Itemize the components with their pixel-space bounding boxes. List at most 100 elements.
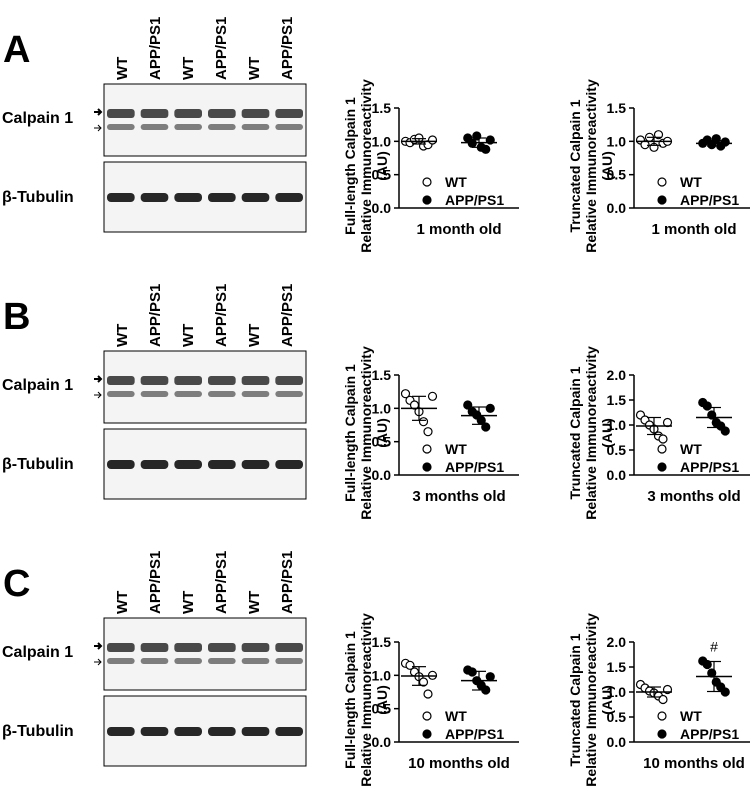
calpain-full-band	[107, 643, 135, 652]
tubulin-band	[107, 460, 135, 469]
arrow-icon	[94, 391, 102, 399]
arrow-icon	[94, 108, 103, 116]
calpain-full-band	[241, 109, 270, 118]
data-point	[423, 689, 433, 699]
tubulin-label: β-Tubulin	[2, 189, 74, 206]
y-axis-label: (AU)	[599, 151, 615, 181]
y-axis-label: Truncated Calpain 1	[567, 99, 583, 232]
arrow-icon	[94, 642, 103, 650]
age-label: 10 months old	[643, 755, 745, 772]
y-axis-label: Relative Immunoreactivity	[583, 613, 599, 787]
y-tick-label: 1.0	[607, 417, 627, 433]
y-axis-label: Relative Immunoreactivity	[358, 346, 374, 520]
arrow-icon	[94, 658, 102, 666]
age-label: 3 months old	[647, 488, 740, 505]
lane-label: WT	[246, 57, 263, 80]
y-tick-label: 1.5	[372, 367, 392, 383]
y-tick-label: 1.0	[372, 400, 392, 416]
panel-c-figure: C WT APP/PS1 WT APP/PS1 WT APP/PS1 Calpain 1 β-T…	[2, 551, 750, 787]
y-axis-label: Relative Immunoreactivity	[583, 79, 599, 253]
calpain-full-band	[208, 109, 236, 118]
legend-app-label: APP/PS1	[680, 726, 739, 742]
y-axis-label: Relative Immunoreactivity	[583, 346, 599, 520]
legend-wt-marker	[657, 711, 667, 721]
tubulin-band	[174, 727, 202, 736]
calpain-blot	[103, 350, 307, 424]
data-point	[418, 417, 429, 427]
calpain-truncated-band	[275, 391, 303, 397]
y-tick-label: 0.0	[372, 200, 392, 216]
y-tick-label: 0.5	[607, 167, 627, 183]
tubulin-band	[275, 727, 303, 736]
tubulin-band	[208, 193, 236, 202]
lane-label: APP/PS1	[279, 284, 296, 347]
data-point	[427, 391, 438, 401]
panel-letter: B	[3, 296, 30, 338]
legend-wt-marker	[657, 444, 667, 454]
tubulin-band	[140, 727, 169, 736]
y-axis-label: (AU)	[599, 685, 615, 715]
legend-app-marker	[422, 729, 432, 739]
age-label: 10 months old	[408, 755, 510, 772]
age-label: 1 month old	[417, 221, 502, 238]
tubulin-band	[275, 193, 303, 202]
y-tick-label: 1.5	[372, 634, 392, 650]
legend-app-marker	[422, 462, 432, 472]
legend-wt-label: WT	[680, 174, 702, 190]
calpain-truncated-band	[174, 391, 202, 397]
lane-label: APP/PS1	[279, 551, 296, 614]
tubulin-band	[275, 460, 303, 469]
lane-label: WT	[180, 591, 197, 614]
tubulin-band	[107, 727, 135, 736]
y-tick-label: 1.0	[607, 133, 627, 149]
y-tick-label: 0.0	[372, 467, 392, 483]
tubulin-band	[241, 727, 270, 736]
calpain-full-band	[140, 643, 169, 652]
legend-wt-label: WT	[680, 441, 702, 457]
y-tick-label: 0.5	[607, 709, 627, 725]
lane-label: APP/PS1	[147, 17, 164, 80]
y-tick-label: 2.0	[607, 634, 627, 650]
lane-label: WT	[114, 591, 131, 614]
arrow-icon	[94, 124, 102, 132]
lane-label: APP/PS1	[279, 17, 296, 80]
tubulin-band	[140, 460, 169, 469]
y-axis-label: (AU)	[374, 418, 390, 448]
y-tick-label: 1.0	[372, 667, 392, 683]
calpain-blot	[103, 617, 307, 691]
arrow-icon	[94, 375, 103, 383]
legend-app-marker	[657, 195, 667, 205]
data-point	[400, 389, 411, 399]
legend-wt-marker	[422, 711, 432, 721]
y-axis-label: Truncated Calpain 1	[567, 633, 583, 766]
y-axis-label: Relative Immunoreactivity	[358, 79, 374, 253]
y-tick-label: 1.5	[607, 392, 627, 408]
lane-label: APP/PS1	[213, 17, 230, 80]
data-point	[720, 687, 730, 697]
tubulin-band	[140, 193, 169, 202]
legend-app-label: APP/PS1	[445, 459, 504, 475]
lane-label: WT	[180, 57, 197, 80]
legend-wt-marker	[657, 177, 667, 187]
calpain-truncated-band	[107, 658, 135, 664]
data-point	[720, 426, 730, 436]
calpain-full-band	[174, 376, 202, 385]
legend-wt-marker	[422, 177, 432, 187]
calpain-full-band	[275, 376, 303, 385]
legend-app-label: APP/PS1	[680, 192, 739, 208]
tubulin-blot	[103, 428, 307, 500]
legend-app-marker	[422, 195, 432, 205]
calpain-label: Calpain 1	[2, 377, 73, 394]
y-axis-label: Full-length Calpain 1	[342, 364, 358, 502]
calpain-truncated-band	[275, 658, 303, 664]
calpain-full-band	[241, 376, 270, 385]
tubulin-blot	[103, 695, 307, 767]
calpain-label: Calpain 1	[2, 110, 73, 127]
lane-label: APP/PS1	[213, 284, 230, 347]
calpain-truncated-band	[140, 658, 169, 664]
calpain-truncated-band	[140, 124, 169, 130]
lane-label: APP/PS1	[213, 551, 230, 614]
calpain-truncated-band	[174, 658, 202, 664]
data-point	[405, 660, 415, 670]
calpain-truncated-band	[174, 124, 202, 130]
